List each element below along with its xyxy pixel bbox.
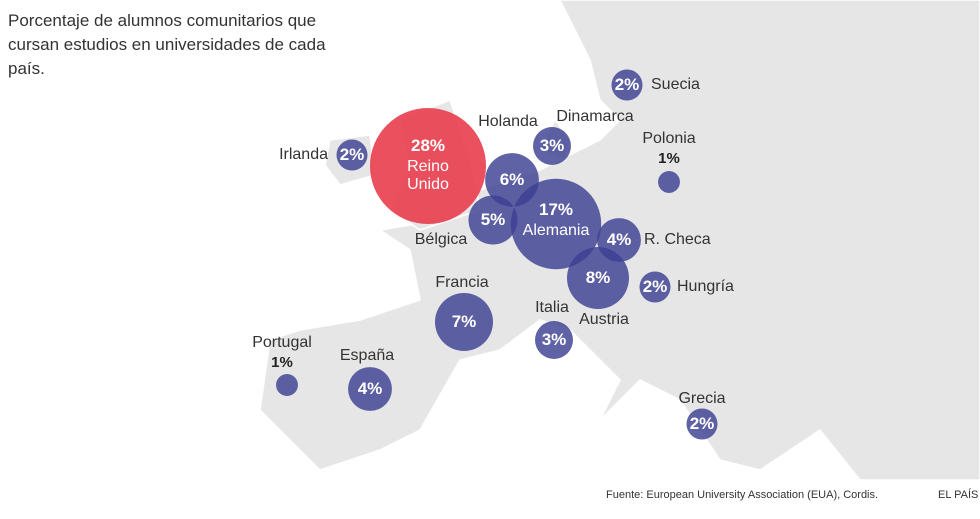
map bbox=[259, 0, 980, 480]
title: Porcentaje de alumnos comunitarios que c… bbox=[8, 11, 326, 78]
value-label: 2% bbox=[614, 75, 640, 94]
country-name: Dinamarca bbox=[556, 108, 634, 125]
bubble bbox=[336, 139, 368, 171]
value-label: 1% bbox=[271, 354, 293, 371]
country-name: Hungría bbox=[677, 278, 734, 295]
bubble bbox=[435, 293, 493, 351]
country-name: Francia bbox=[435, 274, 489, 291]
country-name: Suecia bbox=[651, 76, 700, 93]
country-name: Austria bbox=[579, 311, 629, 328]
bubble bbox=[370, 108, 486, 224]
country-name: Portugal bbox=[252, 334, 312, 351]
brand: EL PAÍS bbox=[938, 489, 979, 501]
country-name: Italia bbox=[535, 299, 569, 316]
bubble bbox=[639, 271, 671, 303]
country-name: Bélgica bbox=[414, 231, 468, 248]
country-name: Polonia bbox=[642, 130, 696, 147]
bubble bbox=[658, 171, 680, 193]
country-name: Grecia bbox=[678, 390, 726, 407]
value-label: 2% bbox=[339, 145, 365, 164]
bubble bbox=[533, 127, 571, 165]
bubble bbox=[686, 408, 718, 440]
country-name: España bbox=[339, 347, 395, 364]
value-label: 4% bbox=[357, 379, 383, 398]
value-label: 7% bbox=[451, 312, 477, 331]
value-label: 8% bbox=[585, 268, 611, 287]
country-name: R. Checa bbox=[644, 231, 711, 248]
bubble bbox=[535, 321, 573, 359]
value-label: 28% bbox=[410, 136, 446, 155]
value-label: 2% bbox=[642, 277, 668, 296]
bubble bbox=[566, 246, 630, 310]
bubble bbox=[611, 69, 643, 101]
value-label: 3% bbox=[541, 330, 567, 349]
value-label: 17% bbox=[538, 200, 574, 219]
value-label: 4% bbox=[606, 230, 632, 249]
value-label: 5% bbox=[480, 210, 506, 229]
bubble bbox=[276, 374, 298, 396]
country-name: Holanda bbox=[478, 113, 538, 130]
value-label: 3% bbox=[539, 136, 565, 155]
country-name: Reino Unido bbox=[407, 158, 449, 193]
bubble bbox=[468, 195, 518, 245]
bubble bbox=[348, 367, 392, 411]
value-label: 1% bbox=[658, 150, 680, 167]
value-label: 2% bbox=[689, 414, 715, 433]
country-name: Irlanda bbox=[279, 146, 328, 163]
country-name: Alemania bbox=[522, 222, 590, 239]
bubble bbox=[510, 178, 602, 270]
source: Fuente: European University Association … bbox=[606, 489, 879, 501]
value-label: 6% bbox=[499, 170, 525, 189]
